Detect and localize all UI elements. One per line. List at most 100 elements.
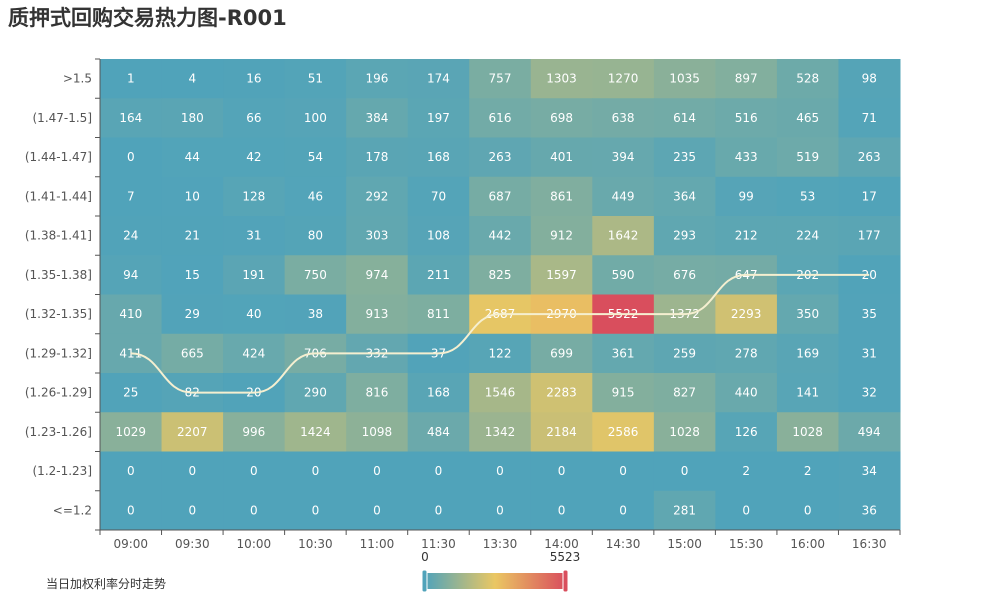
heatmap-cell[interactable] bbox=[223, 98, 286, 138]
heatmap-cell[interactable] bbox=[100, 98, 163, 138]
heatmap-cell[interactable] bbox=[776, 412, 839, 452]
heatmap-cell[interactable] bbox=[161, 255, 224, 295]
heatmap-cell[interactable] bbox=[284, 373, 347, 413]
heatmap-cell[interactable] bbox=[530, 333, 593, 374]
heatmap-cell[interactable] bbox=[346, 98, 409, 138]
heatmap-cell[interactable] bbox=[407, 255, 470, 295]
heatmap-cell[interactable] bbox=[407, 59, 470, 99]
heatmap-cell[interactable] bbox=[592, 333, 655, 374]
heatmap-cell[interactable] bbox=[653, 490, 716, 531]
heatmap-cell[interactable] bbox=[838, 373, 901, 413]
heatmap-cell[interactable] bbox=[223, 333, 286, 374]
heatmap-cell[interactable] bbox=[469, 216, 532, 256]
heatmap-cell[interactable] bbox=[161, 294, 224, 335]
heatmap-cell[interactable] bbox=[592, 451, 655, 492]
heatmap-cell[interactable] bbox=[161, 333, 224, 374]
heatmap-cell[interactable] bbox=[100, 176, 163, 217]
heatmap-cell[interactable] bbox=[592, 59, 655, 99]
heatmap-cell[interactable] bbox=[592, 216, 655, 256]
heatmap-cell[interactable] bbox=[100, 216, 163, 256]
heatmap-cell[interactable] bbox=[407, 137, 470, 178]
heatmap-cell[interactable] bbox=[223, 255, 286, 295]
heatmap-cell[interactable] bbox=[776, 451, 839, 492]
heatmap-cell[interactable] bbox=[407, 294, 470, 335]
heatmap-cell[interactable] bbox=[346, 294, 409, 335]
heatmap-cell[interactable] bbox=[223, 294, 286, 335]
heatmap-cell[interactable] bbox=[653, 333, 716, 374]
heatmap-cell[interactable] bbox=[161, 137, 224, 178]
heatmap-cell[interactable] bbox=[223, 490, 286, 531]
heatmap-cell[interactable] bbox=[100, 137, 163, 178]
heatmap-cell[interactable] bbox=[346, 451, 409, 492]
heatmap-cell[interactable] bbox=[653, 59, 716, 99]
heatmap-cell[interactable] bbox=[284, 98, 347, 138]
heatmap-cell[interactable] bbox=[530, 373, 593, 413]
heatmap-cell[interactable] bbox=[284, 137, 347, 178]
heatmap-cell[interactable] bbox=[407, 216, 470, 256]
heatmap-cell[interactable] bbox=[100, 294, 163, 335]
heatmap-cell[interactable] bbox=[284, 412, 347, 452]
heatmap-cell[interactable] bbox=[346, 373, 409, 413]
heatmap-cell[interactable] bbox=[838, 137, 901, 178]
heatmap-cell[interactable] bbox=[223, 412, 286, 452]
heatmap-cell[interactable] bbox=[469, 333, 532, 374]
heatmap-cell[interactable] bbox=[161, 98, 224, 138]
heatmap-cell[interactable] bbox=[407, 98, 470, 138]
heatmap-cell[interactable] bbox=[715, 216, 778, 256]
heatmap-cell[interactable] bbox=[715, 98, 778, 138]
heatmap-cell[interactable] bbox=[346, 59, 409, 99]
heatmap-cell[interactable] bbox=[776, 137, 839, 178]
heatmap-cell[interactable] bbox=[776, 294, 839, 335]
heatmap-cell[interactable] bbox=[530, 98, 593, 138]
heatmap-cell[interactable] bbox=[346, 255, 409, 295]
visual-map-bar[interactable] bbox=[425, 573, 565, 589]
heatmap-cell[interactable] bbox=[592, 490, 655, 531]
heatmap-cell[interactable] bbox=[284, 490, 347, 531]
heatmap-cell[interactable] bbox=[530, 216, 593, 256]
heatmap-cell[interactable] bbox=[592, 373, 655, 413]
heatmap-cell[interactable] bbox=[776, 490, 839, 531]
heatmap-cell[interactable] bbox=[776, 333, 839, 374]
heatmap-cell[interactable] bbox=[838, 98, 901, 138]
heatmap-cell[interactable] bbox=[223, 216, 286, 256]
heatmap-cell[interactable] bbox=[284, 216, 347, 256]
heatmap-cell[interactable] bbox=[469, 412, 532, 452]
heatmap-cell[interactable] bbox=[284, 59, 347, 99]
heatmap-cell[interactable] bbox=[530, 451, 593, 492]
heatmap-cell[interactable] bbox=[223, 137, 286, 178]
heatmap-cell[interactable] bbox=[530, 412, 593, 452]
heatmap-cell[interactable] bbox=[715, 176, 778, 217]
heatmap-cell[interactable] bbox=[592, 98, 655, 138]
heatmap-cell[interactable] bbox=[407, 451, 470, 492]
heatmap-cell[interactable] bbox=[653, 216, 716, 256]
visual-map-min-handle[interactable] bbox=[421, 569, 428, 593]
heatmap-cell[interactable] bbox=[715, 333, 778, 374]
heatmap-cell[interactable] bbox=[469, 59, 532, 99]
heatmap-cell[interactable] bbox=[346, 216, 409, 256]
heatmap-cell[interactable] bbox=[407, 412, 470, 452]
heatmap-cell[interactable] bbox=[223, 451, 286, 492]
heatmap-cell[interactable] bbox=[469, 137, 532, 178]
heatmap-cell[interactable] bbox=[161, 59, 224, 99]
heatmap-cell[interactable] bbox=[838, 59, 901, 99]
heatmap-cell[interactable] bbox=[838, 451, 901, 492]
heatmap-cell[interactable] bbox=[838, 294, 901, 335]
heatmap-cell[interactable] bbox=[776, 59, 839, 99]
heatmap-cell[interactable] bbox=[653, 255, 716, 295]
heatmap-cell[interactable] bbox=[284, 176, 347, 217]
heatmap-cell[interactable] bbox=[776, 373, 839, 413]
heatmap-cell[interactable] bbox=[100, 255, 163, 295]
heatmap-cell[interactable] bbox=[530, 176, 593, 217]
heatmap-cell[interactable] bbox=[346, 137, 409, 178]
heatmap-cell[interactable] bbox=[284, 294, 347, 335]
heatmap-cell[interactable] bbox=[838, 412, 901, 452]
heatmap-cell[interactable] bbox=[469, 176, 532, 217]
heatmap-cell[interactable] bbox=[530, 255, 593, 295]
heatmap-cell[interactable] bbox=[469, 98, 532, 138]
heatmap-cell[interactable] bbox=[653, 373, 716, 413]
heatmap-cell[interactable] bbox=[838, 176, 901, 217]
heatmap-cell[interactable] bbox=[346, 412, 409, 452]
heatmap-cell[interactable] bbox=[776, 98, 839, 138]
heatmap-cell[interactable] bbox=[100, 451, 163, 492]
heatmap-cell[interactable] bbox=[346, 176, 409, 217]
